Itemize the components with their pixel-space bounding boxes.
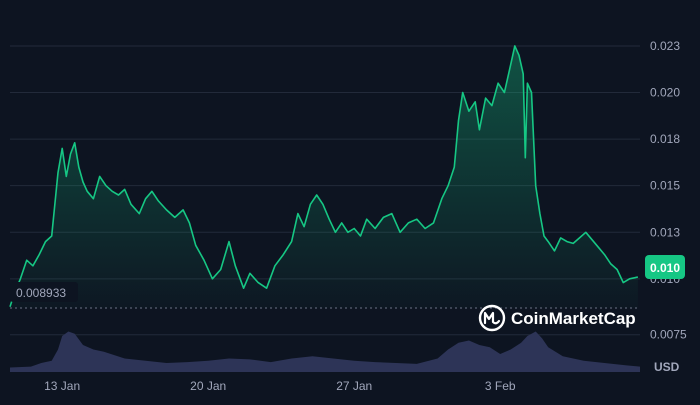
y-tick-label: 0.018 [650, 132, 680, 146]
x-tick-label: 27 Jan [336, 379, 372, 393]
x-tick-label: 20 Jan [190, 379, 226, 393]
price-area-fill [10, 45, 638, 309]
y-tick-label: 0.023 [650, 39, 680, 53]
y-axis-ticks: 0.023 0.020 0.018 0.015 0.013 0.010 0.0075 [650, 39, 687, 342]
y-tick-label: 0.0075 [650, 328, 687, 342]
x-axis-ticks: 13 Jan 20 Jan 27 Jan 3 Feb [44, 379, 516, 393]
y-tick-label: 0.013 [650, 225, 680, 239]
baseline-label: 0.008933 [16, 286, 66, 300]
x-tick-label: 3 Feb [485, 379, 516, 393]
current-price-label: 0.010 [650, 261, 680, 275]
y-tick-label: 0.015 [650, 179, 680, 193]
baseline-badge: 0.008933 [10, 282, 78, 302]
coinmarketcap-watermark: CoinMarketCap [478, 304, 636, 332]
current-price-badge: 0.010 [645, 255, 685, 279]
currency-label: USD [654, 360, 680, 374]
x-tick-label: 13 Jan [44, 379, 80, 393]
volume-area [10, 331, 640, 372]
y-tick-label: 0.020 [650, 86, 680, 100]
brand-name: CoinMarketCap [511, 309, 636, 328]
price-line[interactable] [9, 45, 639, 308]
coinmarketcap-logo-icon [478, 304, 506, 332]
